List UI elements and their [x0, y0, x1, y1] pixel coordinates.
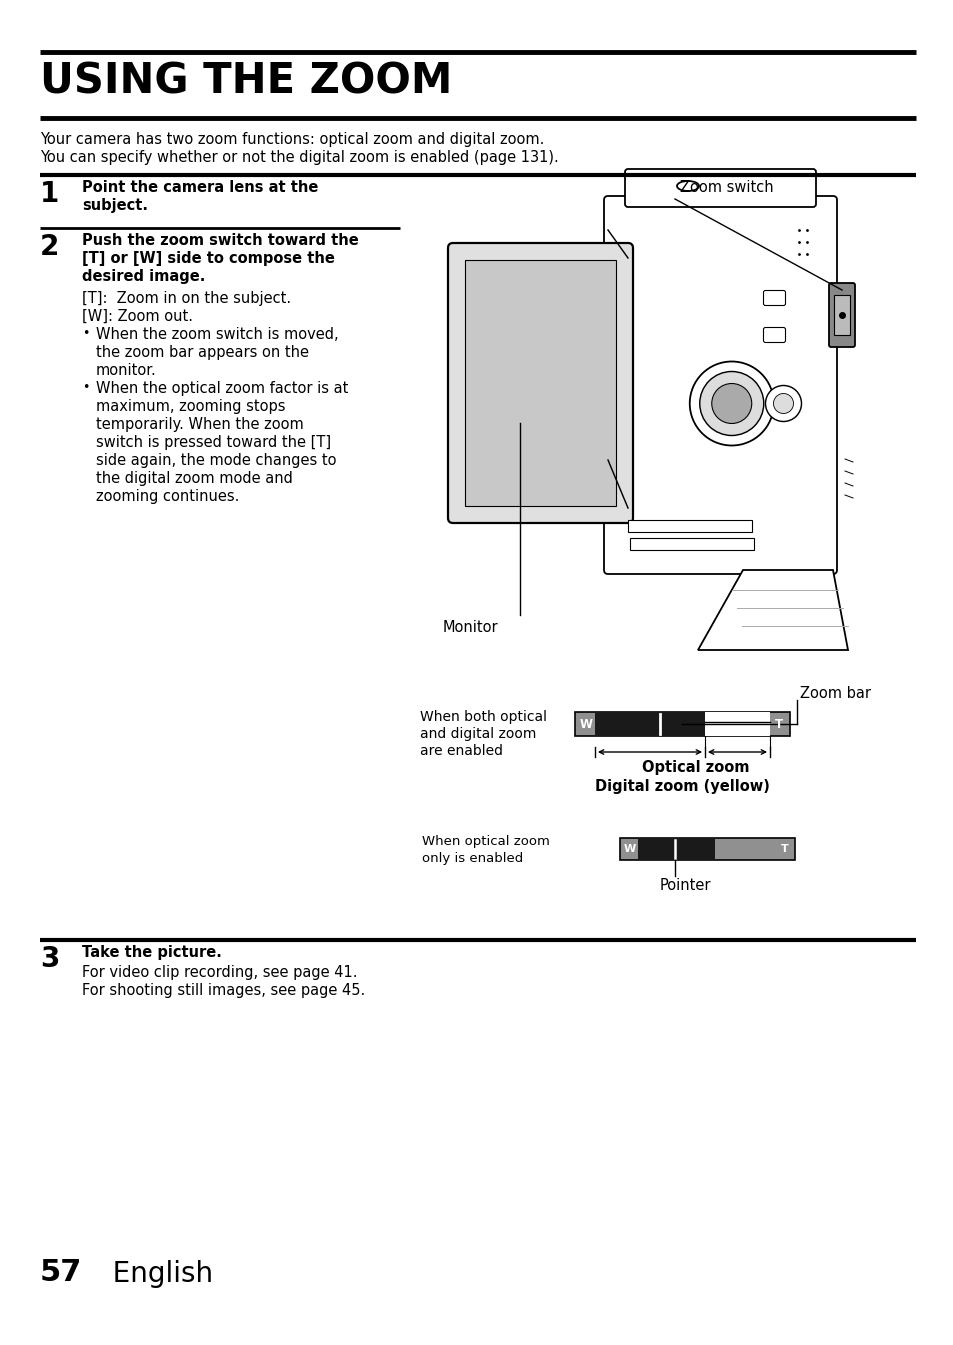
Circle shape	[699, 371, 763, 436]
Text: switch is pressed toward the [T]: switch is pressed toward the [T]	[96, 434, 331, 451]
Text: the zoom bar appears on the: the zoom bar appears on the	[96, 346, 309, 360]
Bar	[464, 260, 616, 506]
Bar	[595, 712, 704, 736]
Text: [T]:  Zoom in on the subject.: [T]: Zoom in on the subject.	[82, 291, 291, 307]
Text: zooming continues.: zooming continues.	[96, 490, 239, 504]
Text: only is enabled: only is enabled	[421, 851, 522, 865]
Text: temporarily. When the zoom: temporarily. When the zoom	[96, 417, 303, 432]
Text: maximum, zooming stops: maximum, zooming stops	[96, 399, 285, 414]
Text: •: •	[82, 381, 90, 394]
Text: 1: 1	[40, 180, 59, 208]
Bar	[629, 538, 753, 550]
FancyBboxPatch shape	[828, 282, 854, 347]
Text: W: W	[623, 845, 636, 854]
Text: When both optical: When both optical	[419, 710, 546, 724]
Text: T: T	[781, 845, 788, 854]
Text: Point the camera lens at the: Point the camera lens at the	[82, 180, 318, 195]
Bar	[638, 838, 714, 859]
Text: desired image.: desired image.	[82, 269, 205, 284]
Text: W: W	[578, 717, 592, 730]
Bar	[575, 712, 789, 736]
Text: Optical zoom: Optical zoom	[641, 760, 749, 775]
Text: the digital zoom mode and: the digital zoom mode and	[96, 471, 293, 486]
Text: You can specify whether or not the digital zoom is enabled (page 131).: You can specify whether or not the digit…	[40, 151, 558, 165]
Bar	[619, 838, 794, 859]
FancyBboxPatch shape	[624, 169, 815, 207]
Bar	[704, 712, 769, 736]
Text: For shooting still images, see page 45.: For shooting still images, see page 45.	[82, 983, 365, 998]
Text: When the optical zoom factor is at: When the optical zoom factor is at	[96, 381, 348, 395]
FancyBboxPatch shape	[762, 327, 784, 343]
Text: 2: 2	[40, 233, 59, 261]
Text: 3: 3	[40, 946, 59, 972]
Text: Pointer: Pointer	[659, 878, 711, 893]
Text: side again, the mode changes to: side again, the mode changes to	[96, 453, 336, 468]
Text: [W]: Zoom out.: [W]: Zoom out.	[82, 309, 193, 324]
Text: Digital zoom (yellow): Digital zoom (yellow)	[595, 779, 769, 794]
FancyBboxPatch shape	[762, 291, 784, 305]
Bar	[833, 295, 849, 335]
Text: Monitor: Monitor	[442, 620, 498, 635]
Circle shape	[764, 386, 801, 421]
Bar	[627, 521, 751, 533]
Text: Your camera has two zoom functions: optical zoom and digital zoom.: Your camera has two zoom functions: opti…	[40, 132, 544, 147]
Ellipse shape	[677, 182, 699, 191]
Text: Zoom switch: Zoom switch	[679, 180, 773, 195]
Text: USING THE ZOOM: USING THE ZOOM	[40, 61, 452, 102]
Text: monitor.: monitor.	[96, 363, 156, 378]
Text: Zoom bar: Zoom bar	[800, 686, 870, 701]
Text: T: T	[774, 717, 782, 730]
Circle shape	[711, 383, 751, 424]
Text: English: English	[86, 1260, 213, 1289]
Text: and digital zoom: and digital zoom	[419, 728, 536, 741]
FancyBboxPatch shape	[448, 243, 633, 523]
Text: Push the zoom switch toward the: Push the zoom switch toward the	[82, 233, 358, 247]
Circle shape	[773, 394, 793, 413]
Text: are enabled: are enabled	[419, 744, 502, 759]
Text: 57: 57	[40, 1258, 82, 1287]
Text: For video clip recording, see page 41.: For video clip recording, see page 41.	[82, 964, 357, 981]
Text: When optical zoom: When optical zoom	[421, 835, 549, 847]
Circle shape	[689, 362, 773, 445]
Text: When the zoom switch is moved,: When the zoom switch is moved,	[96, 327, 338, 342]
Text: subject.: subject.	[82, 198, 148, 213]
Text: [T] or [W] side to compose the: [T] or [W] side to compose the	[82, 252, 335, 266]
Text: Take the picture.: Take the picture.	[82, 946, 222, 960]
Polygon shape	[698, 570, 847, 650]
Text: •: •	[82, 327, 90, 340]
FancyBboxPatch shape	[603, 196, 836, 574]
